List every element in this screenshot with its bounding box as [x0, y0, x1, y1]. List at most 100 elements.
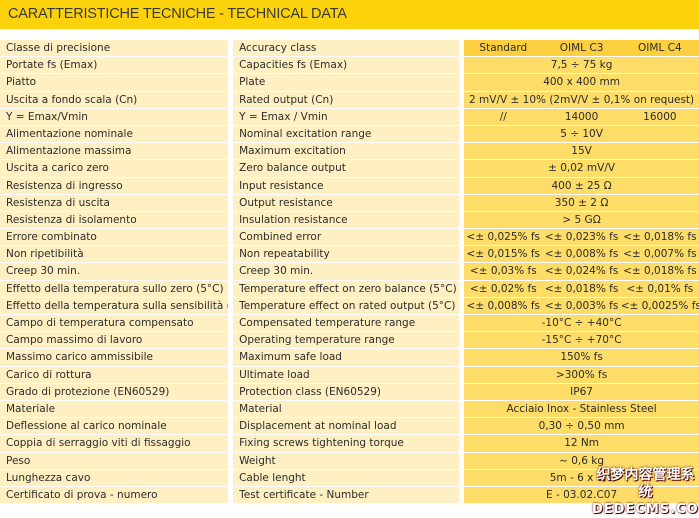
value-cells: 0,30 ÷ 0,50 mm [464, 418, 699, 435]
label-italian: Deflessione al carico nominale [0, 418, 229, 435]
value-cell: 12 Nm [564, 437, 599, 450]
label-italian: Resistenza di uscita [0, 194, 229, 211]
value-cell: 400 ± 25 Ω [551, 179, 612, 192]
value-cells: 400 ± 25 Ω [464, 177, 699, 194]
value-cell: 5m - 6 x 0,1 [549, 471, 614, 484]
value-cell: >300% fs [555, 368, 608, 381]
watermark-logo: 织梦内容管理系统 DEDECMS.COM [592, 467, 699, 517]
table-row: Carico di rottura Ultimate load >300% fs [0, 366, 699, 384]
label-english: Protection class (EN60529) [233, 383, 460, 400]
label-english: Temperature effect on zero balance (5°C) [233, 280, 460, 297]
label-english: Fixing screws tightening torque [233, 435, 460, 452]
label-english: Maximum safe load [233, 349, 460, 366]
label-english: Maximum excitation [233, 143, 460, 160]
label-italian: Piatto [0, 74, 229, 91]
label-english: Material [233, 400, 460, 418]
value-cells: 5m - 6 x 0,1 [464, 469, 699, 486]
label-italian: Campo di temperatura compensato [0, 315, 229, 332]
value-cells: 15V [464, 143, 699, 160]
label-english: Nominal excitation range [233, 125, 460, 143]
value-cell: <± 0,003% fs [544, 299, 619, 312]
value-cells: Acciaio Inox - Stainless Steel [464, 400, 699, 418]
label-english: Zero balance output [233, 160, 460, 177]
value-cell: > 5 GΩ [562, 213, 601, 226]
label-italian: Carico di rottura [0, 366, 229, 383]
value-cell: 14000 [564, 110, 599, 123]
table-row: Uscita a fondo scala (Cn) Rated output (C… [0, 91, 699, 109]
label-english: Combined error [233, 229, 460, 246]
label-italian: Creep 30 min. [0, 263, 229, 280]
value-cells: <± 0,015% fs <± 0,008% fs <± 0,007% fs [464, 246, 699, 263]
label-english: Y = Emax / Vmin [233, 108, 460, 125]
table-row: Coppia di serraggio viti di fissaggio Fix… [0, 435, 699, 453]
label-english: Compensated temperature range [233, 315, 460, 332]
table-row: Uscita a carico zero Zero balance output ±… [0, 160, 699, 178]
value-cell: <± 0,015% fs [466, 248, 541, 261]
value-cells: ± 0,02 mV/V [464, 160, 699, 177]
label-english: Non repeatability [233, 246, 460, 263]
value-cell: 15V [571, 145, 592, 158]
value-cell: <± 0,02% fs [469, 282, 537, 295]
label-italian: Portate fs (Emax) [0, 57, 229, 74]
value-cell: <± 0,0025% fs [620, 299, 699, 312]
label-italian: Uscita a fondo scala (Cn) [0, 91, 229, 108]
label-english: Weight [233, 452, 460, 469]
label-italian: Y = Emax/Vmin [0, 108, 229, 125]
label-italian: Coppia di serraggio viti di fissaggio [0, 435, 229, 452]
value-cell: 400 x 400 mm [543, 76, 620, 89]
label-english: Test certificate - Number [233, 486, 460, 504]
value-cells: >300% fs [464, 366, 699, 383]
value-cell: 350 ± 2 Ω [554, 196, 609, 209]
value-cell: <± 0,018% fs [544, 282, 619, 295]
value-cell: Acciaio Inox - Stainless Steel [506, 402, 657, 415]
label-italian: Errore combinato [0, 229, 229, 246]
header-values: Standard OIML C3 OIML C4 [464, 40, 699, 57]
value-cell: 5 ÷ 10V [560, 127, 603, 140]
table-row: Resistenza di isolamento Insulation resis… [0, 211, 699, 230]
technical-data-table: Classe di precisione Accuracy class Stan… [0, 40, 699, 505]
header-english: Accuracy class [233, 40, 460, 57]
table-row: Portate fs (Emax) Capacities fs (Emax) 7,5… [0, 57, 699, 75]
label-italian: Certificato di prova - numero [0, 486, 229, 504]
value-cell: <± 0,024% fs [544, 265, 619, 278]
value-cells: 350 ± 2 Ω [464, 194, 699, 211]
table-row: Y = Emax/Vmin Y = Emax / Vmin // 14000 16000 [0, 108, 699, 126]
value-cell: <± 0,007% fs [623, 248, 697, 261]
table-row: Peso Weight ~ 0,6 kg [0, 452, 699, 470]
label-english: Rated output (Cn) [233, 91, 460, 108]
header-standard: Standard [479, 42, 528, 54]
table-header-row: Classe di precisione Accuracy class Stan… [0, 40, 699, 58]
label-italian: Effetto della temperatura sulla sensibil… [0, 297, 229, 314]
label-italian: Resistenza di ingresso [0, 177, 229, 194]
label-english: Plate [233, 74, 460, 91]
value-cell: // [499, 110, 507, 123]
value-cell: IP67 [570, 385, 593, 398]
title-bar: CARATTERISTICHE TECNICHE - TECHNICAL DAT… [0, 0, 699, 29]
value-cells: -15°C ÷ +70°C [464, 332, 699, 349]
table-row: Lunghezza cavo Cable lenght 5m - 6 x 0,1 [0, 469, 699, 487]
value-cell: <± 0,023% fs [544, 231, 619, 244]
value-cells: // 14000 16000 [464, 108, 699, 125]
value-cell: 7,5 ÷ 75 kg [550, 59, 613, 72]
label-english: Temperature effect on rated output (5°C) [233, 297, 460, 314]
value-cells: 7,5 ÷ 75 kg [464, 57, 699, 74]
value-cells: 2 mV/V ± 10% (2mV/V ± 0,1% on request) [464, 91, 699, 108]
table-row: Effetto della temperatura sulla sensibil… [0, 297, 699, 315]
label-english: Capacities fs (Emax) [233, 57, 460, 74]
label-italian: Massimo carico ammissibile [0, 349, 229, 366]
value-cell: 150% fs [560, 351, 603, 364]
table-row: Certificato di prova - numero Test certif… [0, 486, 699, 505]
label-italian: Grado di protezione (EN60529) [0, 383, 229, 400]
label-italian: Materiale [0, 400, 229, 418]
value-cells: -10°C ÷ +40°C [464, 315, 699, 332]
label-english: Ultimate load [233, 366, 460, 383]
table-row: Piatto Plate 400 x 400 mm [0, 74, 699, 92]
label-english: Insulation resistance [233, 211, 460, 229]
label-english: Creep 30 min. [233, 263, 460, 280]
header-oiml-c3: OIML C3 [559, 42, 604, 54]
value-cell: <± 0,01% fs [626, 282, 694, 295]
value-cells: <± 0,025% fs <± 0,023% fs <± 0,018% fs [464, 229, 699, 246]
value-cells: IP67 [464, 383, 699, 400]
value-cell: <± 0,008% fs [466, 299, 541, 312]
value-cells: <± 0,02% fs <± 0,018% fs <± 0,01% fs [464, 280, 699, 297]
